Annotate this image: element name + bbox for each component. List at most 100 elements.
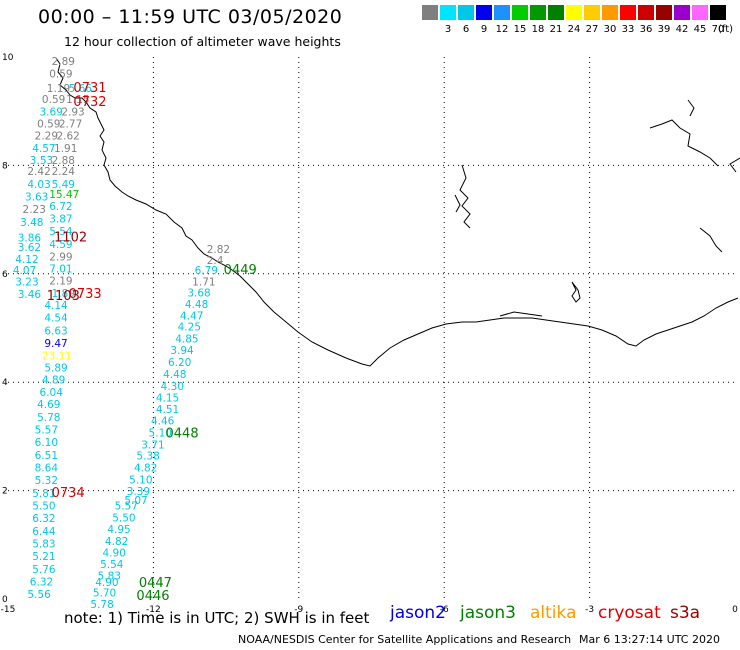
wave-height-value: 4.89 xyxy=(42,374,65,386)
map-title: 00:00 – 11:59 UTC 03/05/2020 xyxy=(38,6,343,28)
colorbar-swatch xyxy=(512,5,528,20)
wave-height-value: 3.63 xyxy=(25,192,48,204)
colorbar-swatch xyxy=(440,5,456,20)
wave-height-value: 4.12 xyxy=(15,254,38,266)
wave-height-value: 5.76 xyxy=(32,564,56,576)
colorbar-swatch xyxy=(656,5,672,20)
wave-height-value: 5.32 xyxy=(35,475,58,487)
wave-height-value: 5.78 xyxy=(37,412,60,424)
colorbar-swatch xyxy=(566,5,582,20)
colorbar-swatch xyxy=(602,5,618,20)
wave-height-value: 5.21 xyxy=(32,551,55,563)
colorbar-tick-label: 15 xyxy=(513,24,527,35)
colorbar-swatch xyxy=(620,5,636,20)
wave-height-value: 6.44 xyxy=(32,526,56,538)
wave-height-value: 5.10 xyxy=(129,475,152,487)
wave-height-value: 2.42 xyxy=(27,166,50,178)
wave-height-value: 4.48 xyxy=(163,369,186,381)
inland-waterway-4 xyxy=(687,99,695,117)
colorbar-tick-label: 30 xyxy=(603,24,617,35)
wave-height-value: 2.62 xyxy=(56,130,79,142)
colorbar-tick-label: 9 xyxy=(480,24,488,35)
colorbar-tick-label: 21 xyxy=(549,24,563,35)
wave-height-value: 3.94 xyxy=(170,345,194,357)
wave-height-value: 5.78 xyxy=(90,599,113,611)
coastline xyxy=(55,57,739,367)
wave-height-value: 4.47 xyxy=(180,310,203,322)
colorbar-tick-label: 33 xyxy=(621,24,635,35)
lon-tick-label: -15 xyxy=(1,605,16,615)
inland-waterway-3 xyxy=(649,119,719,167)
wave-height-value: 2.99 xyxy=(49,251,72,263)
credit-line: NOAA/NESDIS Center for Satellite Applica… xyxy=(238,633,572,646)
wave-height-value: 2.82 xyxy=(207,244,230,256)
wave-height-value: 6.32 xyxy=(32,513,55,525)
wave-height-value: 4.85 xyxy=(175,334,198,346)
wave-height-value: 4.90 xyxy=(95,577,118,589)
wave-height-value: 4.25 xyxy=(178,322,201,334)
legend-s3a: s3a xyxy=(670,603,701,623)
wave-height-value: 1.91 xyxy=(54,143,77,155)
wave-height-value: 5.56 xyxy=(27,589,51,601)
wave-height-value: 5.70 xyxy=(93,587,116,599)
pass-time-label: 0731 xyxy=(73,81,106,96)
wave-height-value: 23.11 xyxy=(42,350,72,362)
wave-height-value: 0.59 xyxy=(42,94,65,106)
colorbar-swatch xyxy=(548,5,564,20)
colorbar-swatch xyxy=(422,5,438,20)
inland-waterway-1 xyxy=(459,164,471,229)
wave-height-value: 2.24 xyxy=(52,166,76,178)
pass-time-label: 1102 xyxy=(54,230,87,245)
colorbar-tick-label: 24 xyxy=(567,24,581,35)
inland-waterway-6 xyxy=(729,157,740,173)
lat-tick-label: 4 xyxy=(2,378,8,388)
wave-height-value: 3.86 xyxy=(18,232,42,244)
wave-height-value: 4.46 xyxy=(151,415,175,427)
pass-time-label: 0449 xyxy=(224,263,257,278)
colorbar-swatch xyxy=(692,5,708,20)
generation-timestamp: Mar 6 13:27:14 UTC 2020 xyxy=(579,633,720,646)
wave-height-value: 5.89 xyxy=(44,362,67,374)
wave-height-value: 4.15 xyxy=(156,393,179,405)
wave-height-value: 4.95 xyxy=(107,524,130,536)
wave-height-value: 2.89 xyxy=(52,56,75,68)
wave-height-value: 4.51 xyxy=(156,404,179,416)
colorbar-tick-label: 39 xyxy=(657,24,671,35)
wave-height-value: 5.49 xyxy=(52,179,75,191)
legend-altika: altika xyxy=(530,603,577,623)
pass-time-label: 1103 xyxy=(47,289,80,304)
wave-height-value: 5.54 xyxy=(100,559,124,571)
colorbar-swatch xyxy=(710,5,726,20)
units-note: note: 1) Time is in UTC; 2) SWH is in fe… xyxy=(64,609,370,627)
wave-height-value: 4.14 xyxy=(44,300,68,312)
colorbar-tick-label: 27 xyxy=(585,24,599,35)
colorbar-swatch xyxy=(584,5,600,20)
wave-height-value: 4.57 xyxy=(32,143,55,155)
colorbar-unit: (ft) xyxy=(718,24,734,35)
wave-height-value: 3.87 xyxy=(49,213,72,225)
pass-time-label: 0734 xyxy=(52,486,85,501)
wave-height-value: 3.48 xyxy=(20,217,43,229)
map-subtitle: 12 hour collection of altimeter wave hei… xyxy=(64,34,341,49)
wave-height-value: 3.71 xyxy=(141,439,164,451)
wave-height-value: 6.63 xyxy=(44,326,67,338)
wave-height-value: 6.20 xyxy=(168,357,191,369)
pass-time-label: 0733 xyxy=(69,287,102,302)
wave-height-value: 8.64 xyxy=(35,463,59,475)
lake-volta-shoreline xyxy=(571,281,581,303)
wave-height-value: 5.83 xyxy=(32,539,55,551)
colorbar-tick-label: 18 xyxy=(531,24,545,35)
lon-tick-label: -12 xyxy=(146,605,161,615)
colorbar-swatch xyxy=(530,5,546,20)
wave-height-value: 9.47 xyxy=(44,338,67,350)
wave-height-value: 7.01 xyxy=(49,264,72,276)
wave-height-value: 5.07 xyxy=(124,495,147,507)
lat-tick-label: 10 xyxy=(2,53,14,63)
wave-height-value: 3.69 xyxy=(40,107,63,119)
wave-height-value: 4.03 xyxy=(27,179,50,191)
pass-time-label: 0448 xyxy=(166,426,199,441)
wave-height-value: 2.23 xyxy=(23,204,46,216)
pass-time-label: 0732 xyxy=(73,95,106,110)
lat-tick-label: 0 xyxy=(2,595,8,605)
